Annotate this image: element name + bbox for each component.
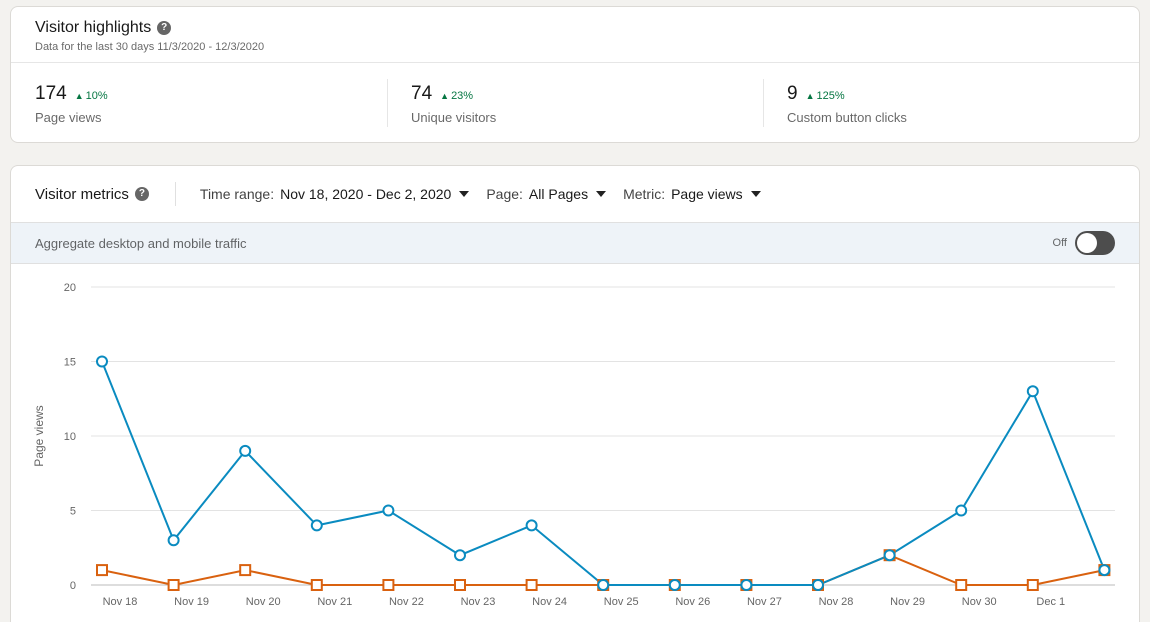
x-tick-label: Nov 28 — [819, 596, 854, 608]
stat-change: ▲ 125% — [806, 90, 845, 102]
data-point — [239, 564, 252, 577]
stat-change-text: 23% — [451, 90, 474, 102]
triangle-up-icon: ▲ — [440, 91, 450, 101]
x-tick-label: Nov 21 — [317, 596, 352, 608]
toggle-knob — [1077, 233, 1097, 253]
time-range-dropdown[interactable]: Time range: Nov 18, 2020 - Dec 2, 2020 — [199, 186, 470, 202]
stat-value: 74 — [411, 83, 433, 104]
toggle-state-label: Off — [1052, 237, 1067, 249]
page-dropdown[interactable]: Page: All Pages — [486, 186, 607, 202]
x-tick-label: Dec 1 — [1036, 596, 1065, 608]
data-point — [167, 579, 180, 591]
aggregate-traffic-label: Aggregate desktop and mobile traffic — [35, 235, 247, 251]
metric-label: Metric: — [623, 186, 666, 202]
y-tick-label: 5 — [70, 506, 76, 518]
time-range-value: Nov 18, 2020 - Dec 2, 2020 — [280, 186, 452, 202]
y-tick-label: 20 — [64, 282, 76, 294]
data-point — [310, 579, 323, 591]
caret-down-icon — [750, 191, 761, 197]
data-point — [525, 579, 538, 591]
data-point — [955, 504, 968, 517]
data-point — [1026, 579, 1039, 591]
time-range-label: Time range: — [199, 186, 275, 202]
x-tick-label: Nov 23 — [461, 596, 496, 608]
help-icon[interactable]: ? — [134, 187, 149, 201]
data-point — [96, 564, 108, 577]
metric-dropdown[interactable]: Metric: Page views — [623, 186, 761, 202]
x-tick-label: Nov 18 — [103, 596, 138, 608]
x-tick-label: Nov 25 — [604, 596, 639, 608]
visitor-metrics-card: Visitor metrics ? Time range: Nov 18, 20… — [10, 165, 1140, 622]
stat-change-text: 10% — [85, 90, 108, 102]
y-tick-label: 0 — [70, 580, 76, 592]
data-point — [597, 579, 610, 591]
data-point — [525, 519, 538, 532]
x-tick-label: Nov 27 — [747, 596, 782, 608]
stat-value: 9 — [787, 83, 798, 104]
stat-page-views: 174 ▲ 10% Page views — [11, 63, 387, 143]
stat-change: ▲ 23% — [440, 90, 473, 102]
aggregate-traffic-bar: Aggregate desktop and mobile traffic Off — [11, 222, 1139, 264]
data-point — [740, 579, 753, 591]
data-point — [167, 534, 180, 547]
highlights-subtitle: Data for the last 30 days 11/3/2020 - 12… — [35, 41, 265, 53]
y-tick-label: 15 — [64, 357, 76, 369]
data-point — [239, 444, 252, 457]
data-point — [96, 355, 108, 368]
data-point — [668, 579, 681, 591]
series-line — [101, 361, 1106, 586]
metrics-title: Visitor metrics — [35, 185, 129, 203]
stat-unique-visitors: 74 ▲ 23% Unique visitors — [387, 63, 763, 143]
stat-change-text: 125% — [816, 90, 845, 102]
data-point — [812, 579, 824, 591]
data-point — [454, 549, 466, 562]
visitor-highlights-card: Visitor highlights ? Data for the last 3… — [10, 6, 1140, 143]
metrics-toolbar: Visitor metrics ? Time range: Nov 18, 20… — [11, 166, 1139, 222]
stat-value: 174 — [35, 83, 67, 104]
data-point — [382, 579, 395, 591]
data-point — [310, 519, 323, 532]
page-value: All Pages — [528, 186, 589, 202]
x-tick-label: Nov 30 — [962, 596, 997, 608]
page-label: Page: — [486, 186, 523, 202]
aggregate-toggle-group: Off — [1053, 231, 1115, 255]
x-tick-label: Nov 24 — [532, 596, 567, 608]
data-point — [1098, 564, 1111, 577]
y-tick-label: 10 — [64, 431, 76, 443]
x-tick-label: Nov 22 — [389, 596, 424, 608]
aggregate-traffic-toggle[interactable] — [1075, 231, 1115, 255]
data-point — [382, 504, 395, 517]
stat-label: Custom button clicks — [787, 110, 907, 125]
metric-value: Page views — [671, 186, 743, 202]
data-point — [1026, 385, 1039, 398]
highlights-header: Visitor highlights ? Data for the last 3… — [11, 7, 1139, 63]
x-tick-label: Nov 26 — [675, 596, 710, 608]
stat-label: Page views — [35, 110, 102, 125]
help-icon[interactable]: ? — [157, 21, 172, 35]
x-tick-label: Nov 19 — [174, 596, 209, 608]
x-tick-label: Nov 20 — [246, 596, 281, 608]
data-point — [454, 579, 466, 591]
x-tick-label: Nov 29 — [890, 596, 925, 608]
highlights-title: Visitor highlights — [35, 19, 152, 36]
highlights-stats: 174 ▲ 10% Page views 74 ▲ 23% Unique visit… — [11, 63, 1139, 143]
stat-label: Unique visitors — [411, 110, 497, 125]
y-axis-label: Page views — [32, 405, 46, 466]
triangle-up-icon: ▲ — [74, 91, 84, 101]
data-point — [883, 549, 896, 562]
triangle-up-icon: ▲ — [805, 91, 815, 101]
stat-change: ▲ 10% — [75, 90, 108, 102]
toolbar-divider — [174, 182, 176, 206]
caret-down-icon — [459, 191, 470, 197]
data-point — [955, 579, 968, 591]
stat-custom-button-clicks: 9 ▲ 125% Custom button clicks — [763, 63, 1139, 143]
caret-down-icon — [596, 191, 607, 197]
